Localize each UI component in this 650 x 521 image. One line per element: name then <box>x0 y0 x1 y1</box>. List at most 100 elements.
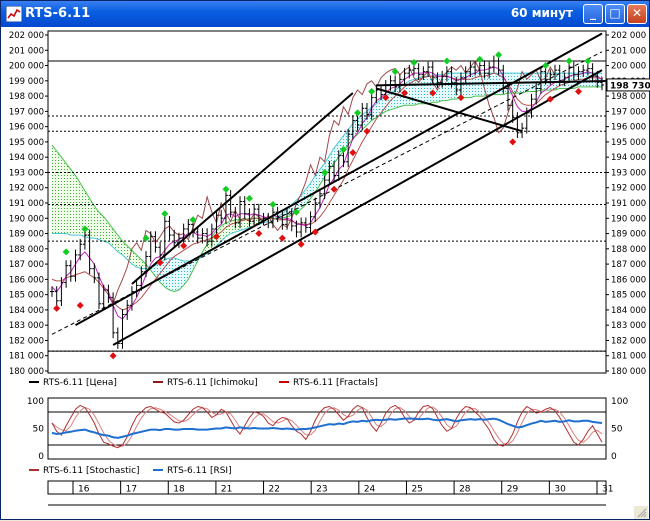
time-axis-label: 24 <box>364 485 376 495</box>
fractal-up-marker <box>542 62 550 70</box>
legend-label: RTS-6.11 [Цена] <box>43 378 117 388</box>
trend-channel-line <box>376 87 523 133</box>
fractal-down-marker <box>401 89 409 97</box>
y-tick-label-right: 194 000 <box>611 153 646 163</box>
resize-grip-line <box>637 508 647 518</box>
y-tick-label-left: 182 000 <box>9 336 44 346</box>
fractal-up-marker <box>584 57 592 65</box>
fractal-down-marker <box>457 94 465 102</box>
fractal-up-marker <box>81 225 89 233</box>
y-tick-label-left: 201 000 <box>9 46 44 56</box>
fractal-down-marker <box>330 185 338 193</box>
y-tick-label-right: 181 000 <box>611 352 646 362</box>
osc-legend-label: RTS-6.11 [Stochastic] <box>43 466 140 476</box>
y-tick-label-right: 192 000 <box>611 184 646 194</box>
stochastic-line <box>51 404 603 449</box>
fractal-down-marker <box>109 352 117 360</box>
fractal-up-marker <box>245 194 253 202</box>
y-tick-label-left: 183 000 <box>9 321 44 331</box>
resize-grip-line <box>643 514 647 518</box>
y-tick-label-right: 180 000 <box>611 367 646 377</box>
ichimoku-kijun-line <box>51 72 603 311</box>
y-tick-label-right: 197 000 <box>611 107 646 117</box>
legend-label: RTS-6.11 [Fractals] <box>293 378 378 388</box>
fractal-down-marker <box>76 301 84 309</box>
fractal-up-marker <box>476 55 484 63</box>
fractal-up-marker <box>142 234 150 242</box>
resize-grip <box>634 506 648 519</box>
fractal-down-marker <box>255 230 263 238</box>
ichimoku-cloud-segment <box>52 144 151 271</box>
fractal-up-marker <box>354 109 362 117</box>
time-axis-label: 21 <box>221 485 232 495</box>
fractal-down-marker <box>278 234 286 242</box>
y-tick-label-left: 195 000 <box>9 138 44 148</box>
close-button[interactable]: ✕ <box>627 4 647 24</box>
y-tick-label-left: 198 000 <box>9 92 44 102</box>
trend-channel-line <box>131 92 354 285</box>
y-tick-label-left: 200 000 <box>9 62 44 72</box>
fractal-up-marker <box>189 216 197 224</box>
time-axis-label: 29 <box>507 485 519 495</box>
title-bar[interactable]: RTS-6.11 60 минут _ □ ✕ <box>1 1 649 27</box>
y-tick-label-left: 184 000 <box>9 306 44 316</box>
trend-channel-line <box>112 69 603 346</box>
y-tick-label-right: 185 000 <box>611 291 646 301</box>
fractal-up-marker <box>222 185 230 193</box>
y-tick-label-left: 190 000 <box>9 214 44 224</box>
current-price-tag: 198 730 <box>610 81 650 91</box>
y-tick-label-left: 192 000 <box>9 184 44 194</box>
fractal-up-marker <box>495 51 503 59</box>
y-tick-label-left: 191 000 <box>9 199 44 209</box>
y-tick-label-left: 193 000 <box>9 168 44 178</box>
chart-app-icon <box>6 6 22 22</box>
fractal-down-marker <box>297 240 305 248</box>
trend-channel-line <box>376 79 617 87</box>
y-tick-label-left: 185 000 <box>9 291 44 301</box>
fractal-up-marker <box>292 208 300 216</box>
rsi-line <box>51 417 603 439</box>
osc-tick-label-left: 50 <box>33 425 45 435</box>
ichimoku-cloud-segment <box>202 216 278 257</box>
fractal-up-marker <box>339 146 347 154</box>
time-axis-label: 18 <box>173 485 185 495</box>
fractal-down-marker <box>53 304 61 312</box>
osc-tick-label-left: 0 <box>38 452 44 462</box>
fractal-down-marker <box>180 242 188 250</box>
y-tick-label-right: 186 000 <box>611 275 646 285</box>
time-axis-label: 28 <box>459 485 471 495</box>
maximize-button[interactable]: □ <box>605 4 625 24</box>
time-axis-label: 17 <box>126 485 137 495</box>
fractal-down-marker <box>311 228 319 236</box>
fractal-down-marker <box>156 259 164 267</box>
y-tick-label-left: 199 000 <box>9 77 44 87</box>
resize-grip-line <box>640 511 647 518</box>
y-tick-label-left: 202 000 <box>9 31 44 41</box>
fractal-down-marker <box>546 95 554 103</box>
y-tick-label-left: 187 000 <box>9 260 44 270</box>
y-tick-label-right: 187 000 <box>611 260 646 270</box>
y-tick-label-right: 193 000 <box>611 168 646 178</box>
y-tick-label-left: 194 000 <box>9 153 44 163</box>
y-tick-label-right: 184 000 <box>611 306 646 316</box>
time-axis-label: 30 <box>554 485 566 495</box>
fractal-up-marker <box>321 168 329 176</box>
y-tick-label-right: 195 000 <box>611 138 646 148</box>
fractal-down-marker <box>213 233 221 241</box>
fractal-down-marker <box>429 89 437 97</box>
y-tick-label-left: 180 000 <box>9 367 44 377</box>
y-tick-label-right: 190 000 <box>611 214 646 224</box>
time-axis-label: 31 <box>602 485 613 495</box>
fractal-down-marker <box>574 88 582 96</box>
osc-tick-label-right: 50 <box>611 425 623 435</box>
oscillator-plot-frame <box>47 397 607 460</box>
fractal-down-marker <box>382 94 390 102</box>
fractal-up-marker <box>443 57 451 65</box>
y-tick-label-left: 196 000 <box>9 123 44 133</box>
minimize-button[interactable]: _ <box>583 4 603 24</box>
time-axis-label: 25 <box>411 485 422 495</box>
ichimoku-tenkan-line <box>51 66 603 320</box>
time-axis-label: 22 <box>269 485 280 495</box>
